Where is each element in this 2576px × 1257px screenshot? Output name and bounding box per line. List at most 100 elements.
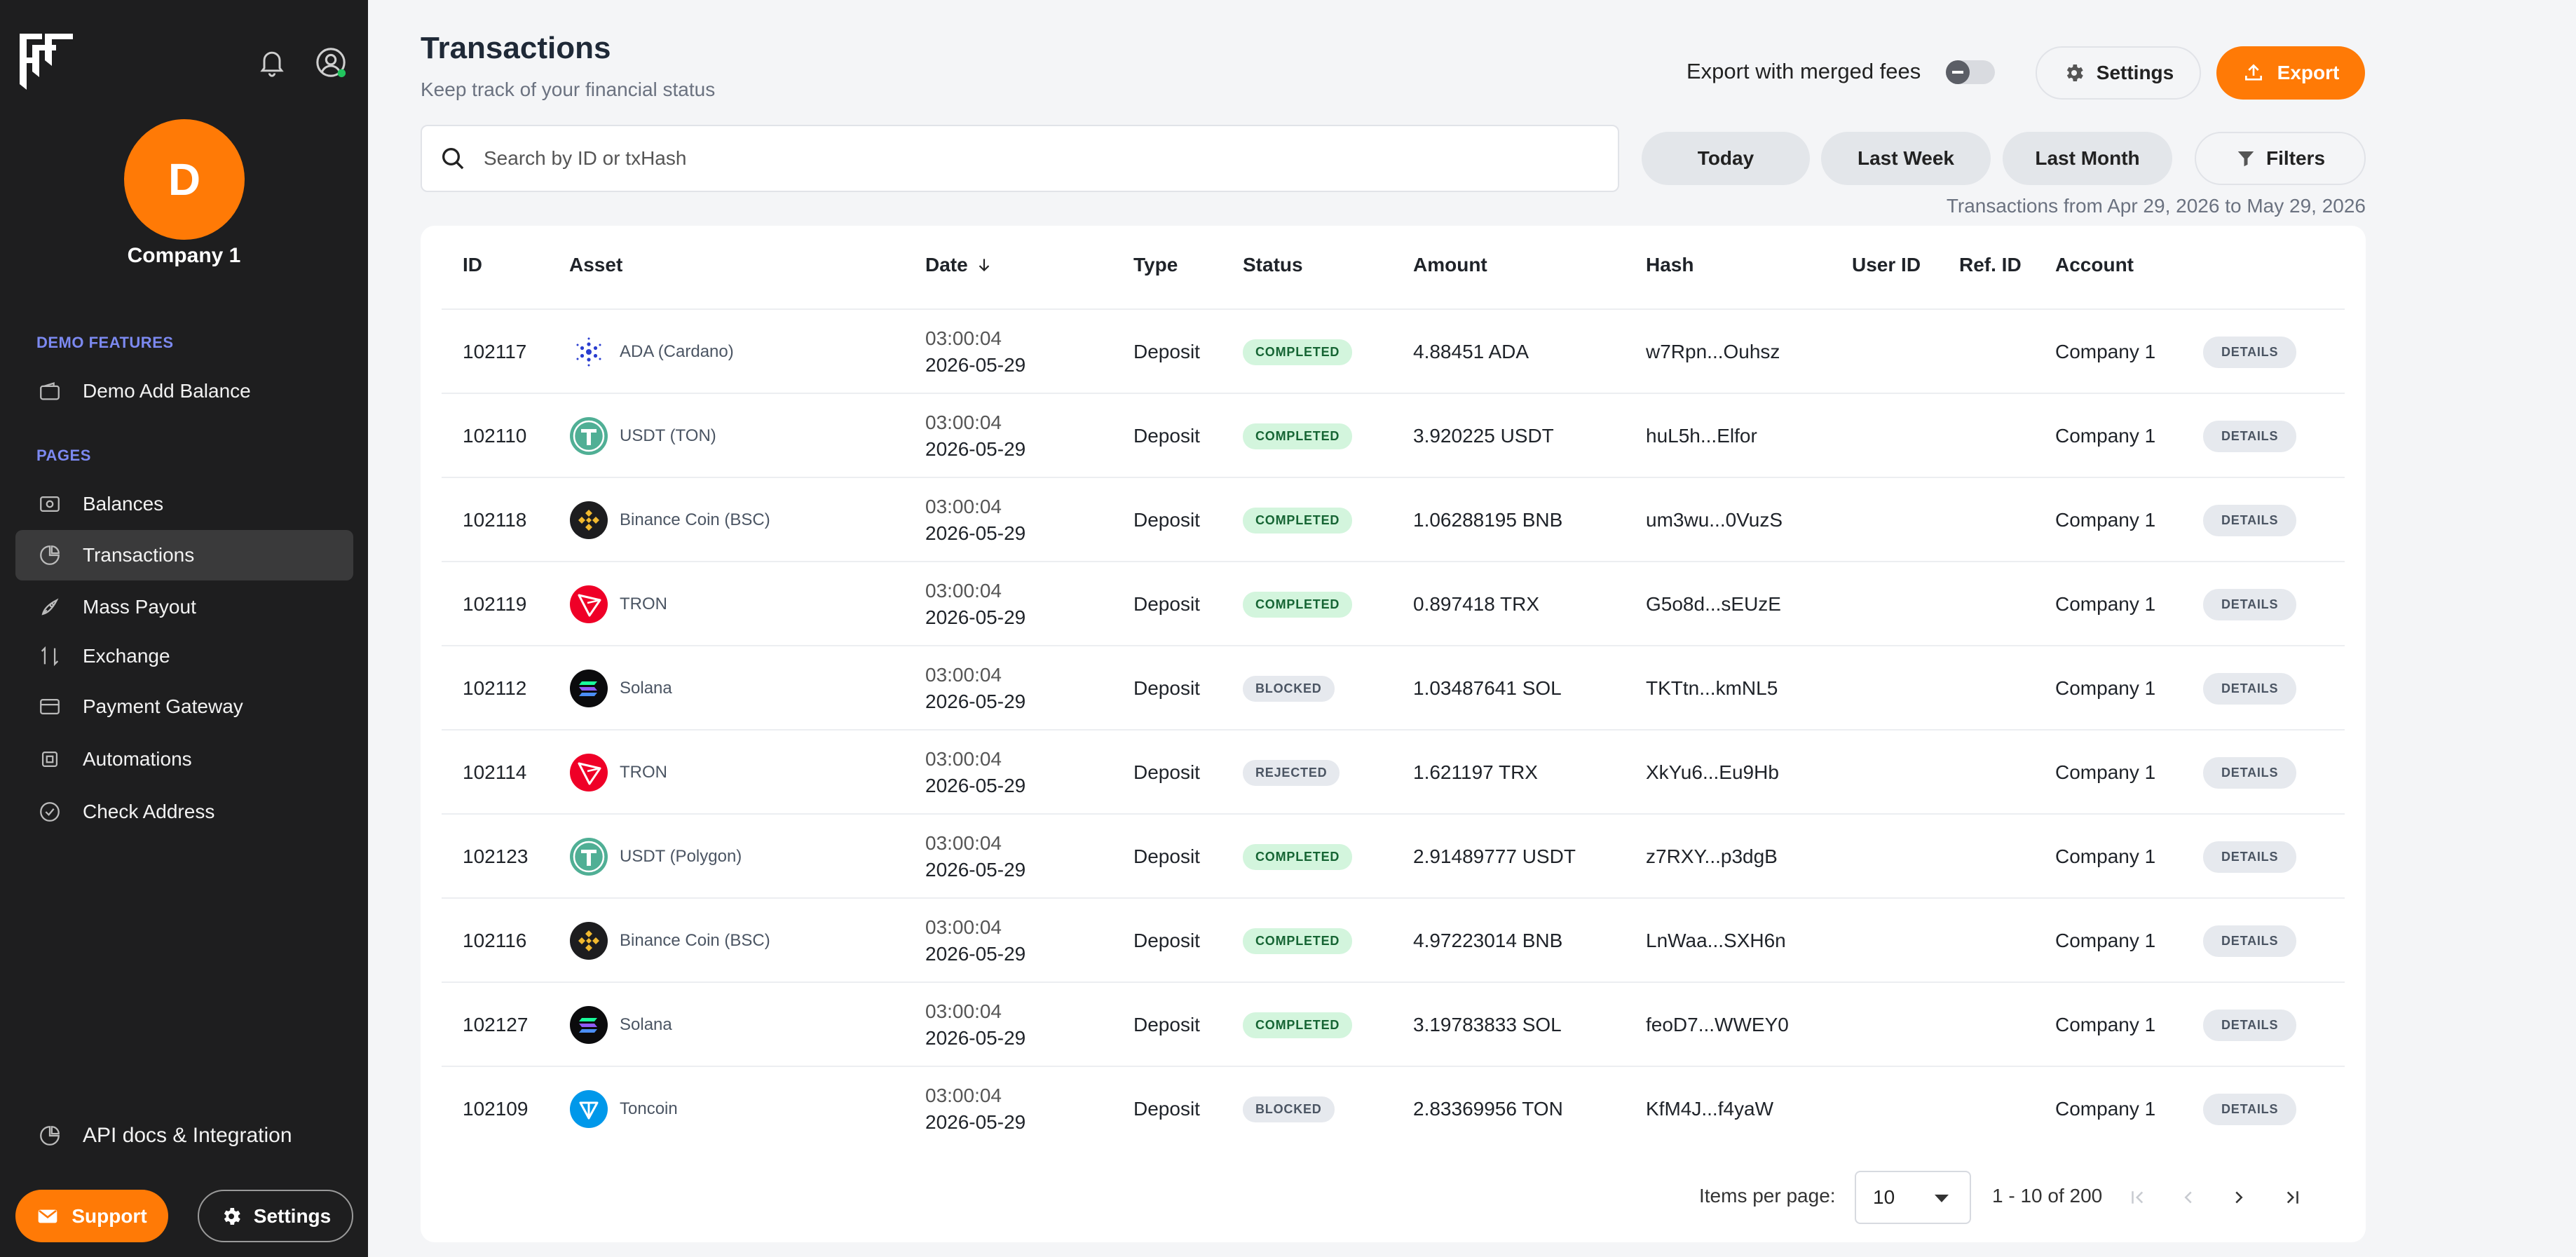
row-id: 102117: [463, 341, 527, 362]
row-hash[interactable]: huL5h...Elfor: [1646, 425, 1757, 447]
row-date-value: 2026-05-29: [925, 691, 1026, 712]
items-per-page-select[interactable]: 10: [1855, 1171, 1971, 1224]
row-id: 102109: [463, 1098, 529, 1120]
details-button[interactable]: DETAILS: [2203, 925, 2297, 957]
card-icon: [36, 693, 63, 720]
row-status: REJECTED: [1243, 731, 1340, 815]
filters-button[interactable]: Filters: [2195, 132, 2366, 185]
previous-page-button[interactable]: [2174, 1183, 2202, 1211]
row-amount: 2.83369956 TON: [1413, 1098, 1563, 1120]
export-label: Export: [2277, 62, 2340, 83]
details-button[interactable]: DETAILS: [2203, 420, 2297, 452]
solana-icon: [569, 669, 608, 708]
items-per-page-label: Items per page:: [1699, 1185, 1836, 1207]
filter-last-week-button[interactable]: Last Week: [1821, 132, 1991, 185]
row-hash[interactable]: LnWaa...SXH6n: [1646, 930, 1786, 951]
row-time: 03:00:04: [925, 580, 1002, 602]
row-hash[interactable]: TKTtn...kmNL5: [1646, 677, 1778, 699]
table-row[interactable]: 102116 Binance Coin (BSC) 03:00:04 2026-05-…: [442, 897, 2345, 981]
row-details: DETAILS: [2203, 562, 2297, 646]
row-time: 03:00:04: [925, 916, 1002, 938]
settings-button[interactable]: Settings: [2036, 46, 2201, 100]
filter-today-button[interactable]: Today: [1642, 132, 1810, 185]
row-asset: Toncoin: [569, 1067, 678, 1151]
row-hash[interactable]: XkYu6...Eu9Hb: [1646, 761, 1779, 783]
details-button[interactable]: DETAILS: [2203, 588, 2297, 620]
chevron-right-icon: [2235, 1191, 2243, 1204]
search-box[interactable]: [421, 125, 1619, 192]
sidebar-item-transactions[interactable]: Transactions: [15, 530, 353, 580]
last-page-button[interactable]: [2278, 1183, 2306, 1211]
row-asset-name: USDT (TON): [620, 426, 716, 445]
details-button[interactable]: DETAILS: [2203, 756, 2297, 789]
details-button[interactable]: DETAILS: [2203, 841, 2297, 873]
chevron-left-icon: [2184, 1191, 2192, 1204]
table-row[interactable]: 102112 Solana 03:00:04 2026-05-29 Deposit BLO…: [442, 645, 2345, 729]
status-badge: COMPLETED: [1243, 507, 1353, 534]
column-header-date[interactable]: Date: [925, 254, 993, 276]
row-hash[interactable]: w7Rpn...Ouhsz: [1646, 341, 1780, 362]
row-date-value: 2026-05-29: [925, 1027, 1026, 1049]
details-button[interactable]: DETAILS: [2203, 1093, 2297, 1125]
row-hash[interactable]: z7RXY...p3dgB: [1646, 845, 1778, 867]
row-asset-name: TRON: [620, 594, 667, 613]
details-button[interactable]: DETAILS: [2203, 336, 2297, 368]
sidebar-item-payment-gateway[interactable]: Payment Gateway: [15, 681, 353, 732]
search-input[interactable]: [482, 147, 1534, 170]
status-badge: COMPLETED: [1243, 928, 1353, 954]
sidebar-item-mass-payout[interactable]: Mass Payout: [15, 582, 353, 632]
table-row[interactable]: 102118 Binance Coin (BSC) 03:00:04 2026-05-…: [442, 477, 2345, 561]
row-status: COMPLETED: [1243, 983, 1353, 1067]
table-row[interactable]: 102127 Solana 03:00:04 2026-05-29 Deposit COM…: [442, 981, 2345, 1066]
table-row[interactable]: 102117 ADA (Cardano) 03:00:04 2026-05-29 Dep…: [442, 308, 2345, 393]
filter-last-month-button[interactable]: Last Month: [2003, 132, 2172, 185]
row-hash[interactable]: um3wu...0VuzS: [1646, 509, 1783, 531]
row-hash[interactable]: feoD7...WWEY0: [1646, 1014, 1789, 1035]
row-date: 03:00:04 2026-05-29: [925, 731, 1025, 815]
row-account: Company 1: [2055, 677, 2156, 699]
transactions-icon: [36, 542, 63, 569]
next-page-button[interactable]: [2225, 1183, 2253, 1211]
table-row[interactable]: 102119 TRON 03:00:04 2026-05-29 Deposit COMPL…: [442, 561, 2345, 645]
settings-label: Settings: [253, 1204, 332, 1227]
transactions-table-card: [421, 226, 2366, 1242]
demo-features-heading: DEMO FEATURES: [36, 334, 174, 351]
items-per-page-value: 10: [1873, 1186, 1895, 1208]
user-profile-icon[interactable]: [315, 46, 347, 79]
first-page-button[interactable]: [2124, 1183, 2152, 1211]
tron-icon: [569, 585, 608, 624]
table-row[interactable]: 102114 TRON 03:00:04 2026-05-29 Deposit REJEC…: [442, 729, 2345, 813]
solana-icon: [569, 1005, 608, 1045]
row-type: Deposit: [1133, 845, 1200, 867]
row-hash[interactable]: G5o8d...sEUzE: [1646, 593, 1781, 615]
table-row[interactable]: 102109 Toncoin 03:00:04 2026-05-29 Deposit BL…: [442, 1066, 2345, 1150]
sidebar-item-balances[interactable]: Balances: [15, 479, 353, 529]
row-amount: 3.19783833 SOL: [1413, 1014, 1562, 1035]
sidebar-item-automations[interactable]: Automations: [15, 734, 353, 784]
sidebar-item-exchange[interactable]: Exchange: [15, 631, 353, 681]
details-button[interactable]: DETAILS: [2203, 504, 2297, 536]
sidebar-settings-button[interactable]: Settings: [198, 1190, 353, 1242]
page-subtitle: Keep track of your financial status: [421, 79, 716, 100]
company-avatar[interactable]: D: [124, 119, 245, 240]
row-id: 102116: [463, 930, 527, 951]
bell-icon[interactable]: [257, 46, 287, 77]
cardano-icon: [569, 332, 608, 372]
row-hash[interactable]: KfM4J...f4yaW: [1646, 1098, 1774, 1120]
details-button[interactable]: DETAILS: [2203, 1009, 2297, 1041]
sidebar-item-check-address[interactable]: Check Address: [15, 787, 353, 837]
table-row[interactable]: 102123 USDT (Polygon) 03:00:04 2026-05-29 De…: [442, 813, 2345, 897]
row-asset: USDT (TON): [569, 394, 716, 478]
details-button[interactable]: DETAILS: [2203, 672, 2297, 705]
sidebar-item-demo-add-balance[interactable]: Demo Add Balance: [15, 366, 353, 416]
logo-icon[interactable]: [14, 29, 77, 93]
export-button[interactable]: Export: [2216, 46, 2365, 100]
merge-fees-toggle[interactable]: [1946, 60, 1995, 84]
column-header-amount: Amount: [1413, 254, 1487, 276]
row-time: 03:00:04: [925, 664, 1002, 686]
support-button[interactable]: Support: [15, 1190, 168, 1242]
table-row[interactable]: 102110 USDT (TON) 03:00:04 2026-05-29 Deposi…: [442, 393, 2345, 477]
row-details: DETAILS: [2203, 646, 2297, 731]
support-label: Support: [71, 1204, 147, 1227]
sidebar-item-api-docs[interactable]: API docs & Integration: [15, 1110, 353, 1161]
